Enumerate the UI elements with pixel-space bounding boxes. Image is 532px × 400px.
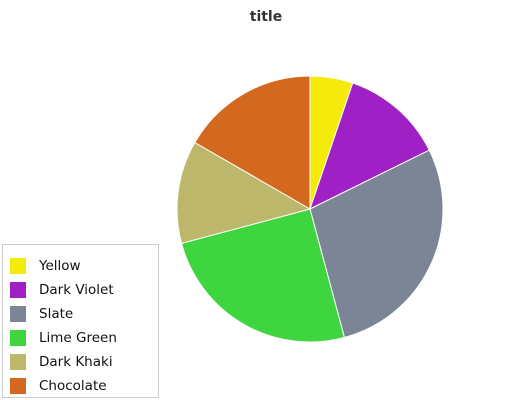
legend-swatch [10,258,26,274]
legend-swatch [10,354,26,370]
legend-label: Dark Violet [39,282,114,298]
legend-swatch [10,282,26,298]
legend-swatch [10,330,26,346]
legend-item-slate: Slate [10,304,73,324]
pie-slice-chocolate [194,75,311,210]
legend-item-lime-green: Lime Green [10,328,117,348]
legend-label: Dark Khaki [39,354,113,370]
legend-item-yellow: Yellow [10,256,81,276]
legend-swatch [10,306,26,322]
pie-slice-dark-khaki [176,141,312,245]
legend-item-dark-violet: Dark Violet [10,280,114,300]
legend-item-chocolate: Chocolate [10,376,107,396]
pie-slice-lime-green [180,208,346,343]
legend-item-dark-khaki: Dark Khaki [10,352,113,372]
legend: Yellow Dark Violet Slate Lime Green Dark… [2,244,159,398]
legend-label: Lime Green [39,330,117,346]
pie-slice-dark-violet [309,82,430,210]
legend-swatch [10,378,26,394]
chart-title: title [249,9,283,25]
legend-label: Slate [39,306,74,322]
legend-label: Yellow [39,258,81,274]
legend-label: Chocolate [39,378,107,394]
pie-slice-slate [309,149,444,339]
